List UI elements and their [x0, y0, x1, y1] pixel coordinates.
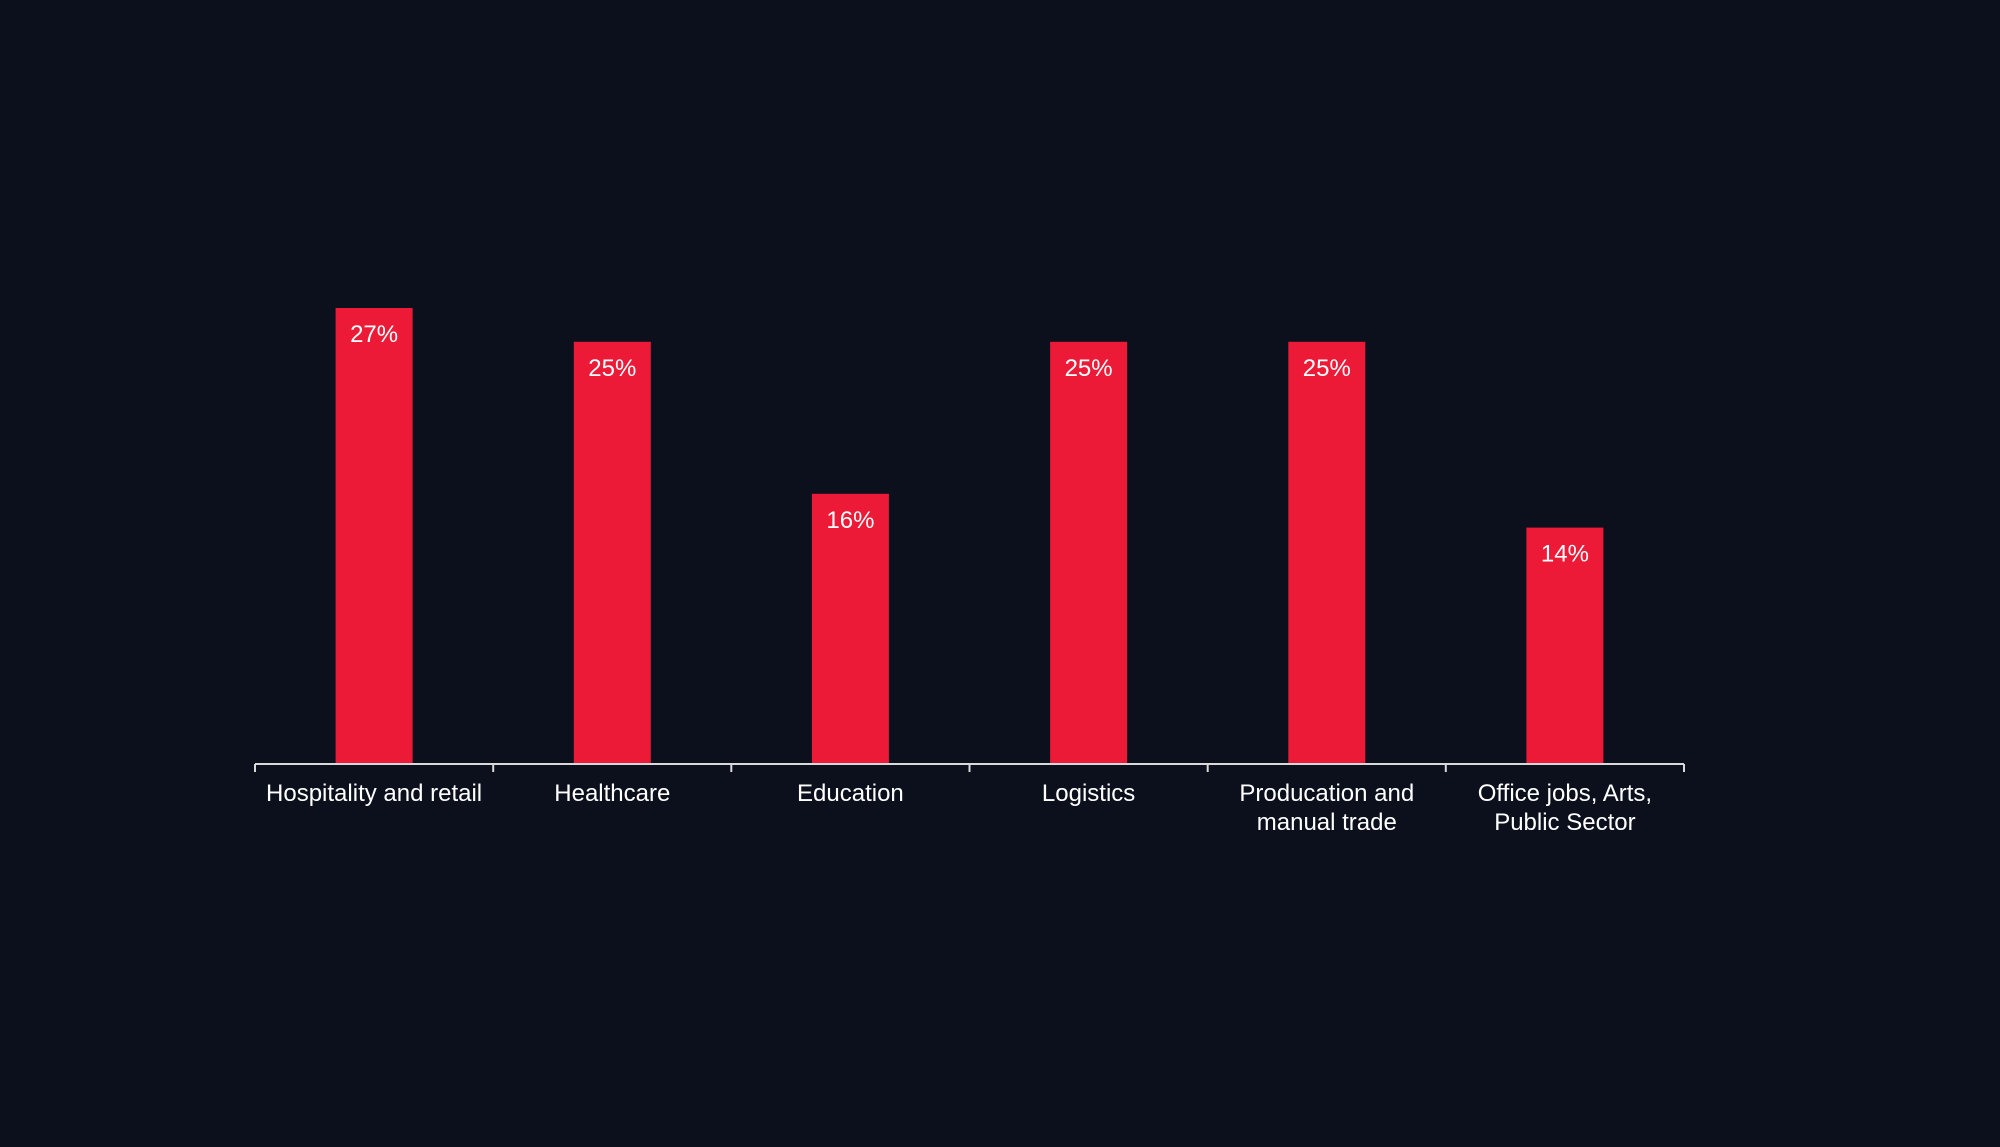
bar-6 — [1526, 527, 1604, 764]
bar-5 — [1288, 341, 1366, 764]
x-axis — [254, 763, 1685, 772]
bars-group: 27% 25% 16% 25% 25% 14% — [335, 308, 1604, 764]
bar-3 — [811, 493, 889, 764]
bar-value-label: 16% — [826, 507, 874, 534]
category-label: Hospitality and retail — [266, 780, 482, 807]
category-label: Logistics — [1042, 780, 1135, 807]
bar-value-label: 25% — [1065, 355, 1113, 382]
category-label: Producation and — [1239, 780, 1414, 807]
bar-value-label: 14% — [1541, 541, 1589, 568]
bar-value-label: 25% — [588, 355, 636, 382]
category-label: Office jobs, Arts, — [1478, 780, 1652, 807]
bar-4 — [1050, 341, 1128, 764]
category-label: Education — [797, 780, 904, 807]
bar-1 — [335, 308, 413, 764]
category-label: Public Sector — [1494, 809, 1635, 836]
category-label: manual trade — [1257, 809, 1397, 836]
bar-2 — [573, 341, 651, 764]
category-label: Healthcare — [554, 780, 670, 807]
category-labels: Hospitality and retail Healthcare Educatio… — [266, 780, 1652, 836]
bar-value-label: 25% — [1303, 355, 1351, 382]
bar-value-label: 27% — [350, 321, 398, 348]
